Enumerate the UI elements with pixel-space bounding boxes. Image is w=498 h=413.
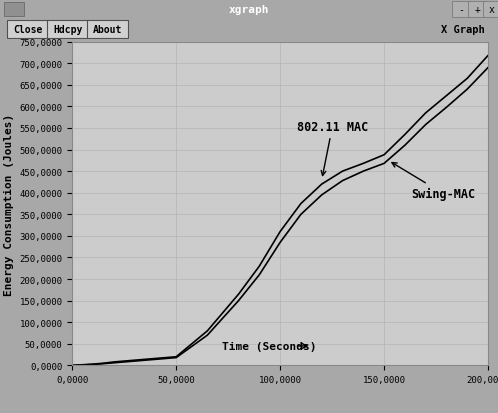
Text: Time (Seconds): Time (Seconds) xyxy=(222,341,316,351)
FancyBboxPatch shape xyxy=(47,21,88,38)
FancyBboxPatch shape xyxy=(452,2,470,18)
Text: About: About xyxy=(93,25,122,35)
Text: Close: Close xyxy=(13,25,42,35)
FancyBboxPatch shape xyxy=(7,21,48,38)
FancyBboxPatch shape xyxy=(483,2,498,18)
Text: X Graph: X Graph xyxy=(441,25,485,35)
Text: 802.11 MAC: 802.11 MAC xyxy=(297,121,368,176)
Text: Hdcpy: Hdcpy xyxy=(53,25,82,35)
Text: x: x xyxy=(489,5,495,15)
Text: xgraph: xgraph xyxy=(229,5,269,15)
FancyBboxPatch shape xyxy=(468,2,486,18)
Y-axis label: Energy Consumption (Joules): Energy Consumption (Joules) xyxy=(4,113,14,295)
Text: +: + xyxy=(474,5,480,15)
Text: Swing-MAC: Swing-MAC xyxy=(392,163,475,201)
Text: -: - xyxy=(458,5,464,15)
FancyBboxPatch shape xyxy=(4,3,24,17)
FancyBboxPatch shape xyxy=(87,21,128,38)
